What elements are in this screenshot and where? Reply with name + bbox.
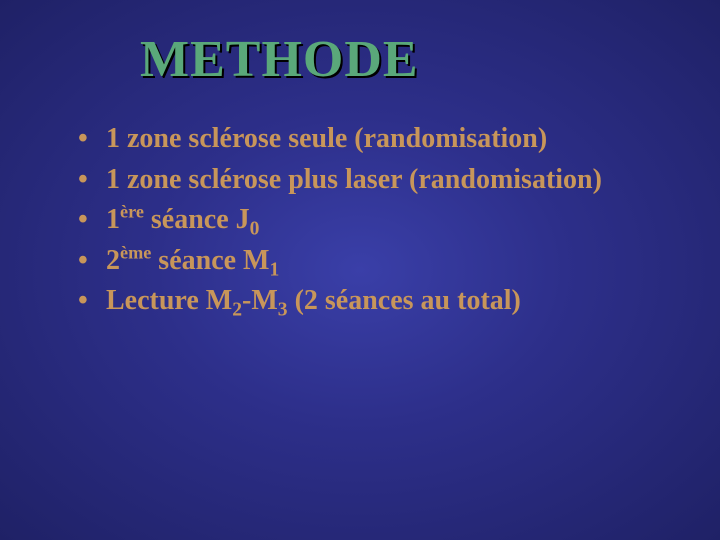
bullet-item: 1 zone sclérose seule (randomisation) — [78, 119, 680, 160]
slide: METHODE 1 zone sclérose seule (randomisa… — [0, 0, 720, 540]
slide-title: METHODE — [140, 30, 680, 89]
bullet-item: 1ère séance J0 — [78, 200, 680, 241]
bullet-item: 2ème séance M1 — [78, 241, 680, 282]
bullet-item: Lecture M2-M3 (2 séances au total) — [78, 281, 680, 322]
bullet-item: 1 zone sclérose plus laser (randomisatio… — [78, 160, 680, 201]
bullet-list: 1 zone sclérose seule (randomisation) 1 … — [78, 119, 680, 322]
